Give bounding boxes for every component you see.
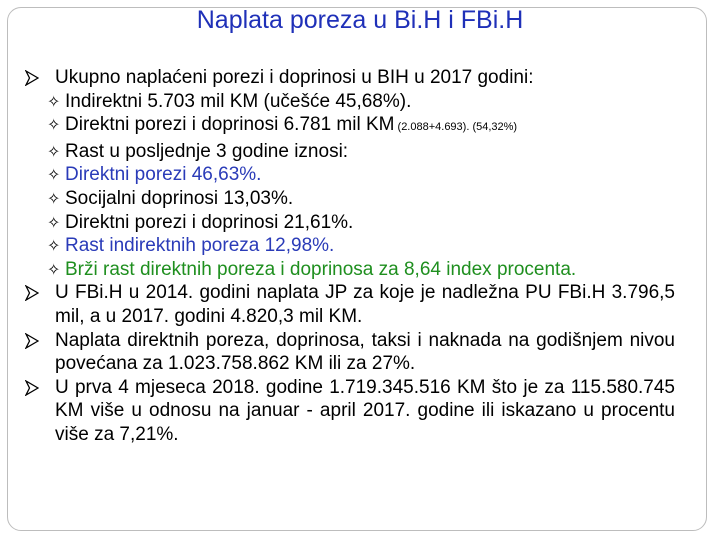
sub-bullet-text: Indirektni 5.703 mil KM (učešće 45,68%). — [65, 90, 412, 112]
four-point-star-icon: ✧ — [47, 190, 61, 208]
bullet-item: U prva 4 mjeseca 2018. godine 1.719.345.… — [25, 376, 675, 447]
sub-bullet-text: Rast u posljednje 3 godine iznosi: — [65, 140, 349, 162]
sub-bullet-text: Rast indirektnih poreza 12,98%. — [65, 235, 335, 257]
bullet-item: Ukupno naplaćeni porezi i doprinosi u BI… — [25, 66, 675, 90]
bullet-item: U FBi.H u 2014. godini naplata JP za koj… — [25, 281, 675, 328]
sub-bullet-item: ✧ Indirektni 5.703 mil KM (učešće 45,68%)… — [25, 90, 675, 114]
bullet-text: U FBi.H u 2014. godini naplata JP za koj… — [55, 282, 675, 327]
bullet-text: Naplata direktnih poreza, doprinosa, tak… — [55, 329, 675, 375]
slide-frame — [7, 7, 707, 531]
four-point-star-icon: ✧ — [47, 167, 61, 185]
arrowhead-bullet-icon — [25, 285, 39, 302]
bullet-text: U prva 4 mjeseca 2018. godine 1.719.345.… — [55, 376, 675, 445]
four-point-star-icon: ✧ — [47, 143, 61, 161]
sub-bullet-item: ✧ Direktni porezi i doprinosi 6.781 mil K… — [25, 113, 675, 140]
four-point-star-icon: ✧ — [47, 117, 61, 135]
sub-bullet-item: ✧ Direktni porezi 46,63%. — [25, 163, 675, 187]
bullet-item: Naplata direktnih poreza, doprinosa, tak… — [25, 329, 675, 376]
slide-title: Naplata poreza u Bi.H i FBi.H — [196, 6, 524, 34]
four-point-star-icon: ✧ — [47, 261, 61, 279]
sub-bullet-text: Direktni porezi i doprinosi 21,61%. — [65, 211, 354, 233]
sub-bullet-item: ✧ Rast indirektnih poreza 12,98%. — [25, 234, 675, 258]
arrowhead-bullet-icon — [25, 332, 39, 349]
four-point-star-icon: ✧ — [47, 214, 61, 232]
sub-bullet-item: ✧ Brži rast direktnih poreza i doprinosa … — [25, 258, 675, 282]
arrowhead-bullet-icon — [25, 379, 39, 396]
bullet-text: Ukupno naplaćeni porezi i doprinosi u BI… — [55, 67, 534, 88]
four-point-star-icon: ✧ — [47, 238, 61, 256]
sub-bullet-note: (2.088+4.693). (54,32%) — [394, 121, 518, 134]
sub-bullet-item: ✧ Direktni porezi i doprinosi 21,61%. — [25, 211, 675, 235]
four-point-star-icon: ✧ — [47, 93, 61, 111]
sub-bullet-text: Direktni porezi i doprinosi 6.781 mil KM — [65, 114, 395, 136]
sub-bullet-item: ✧ Rast u posljednje 3 godine iznosi: — [25, 140, 675, 164]
sub-bullet-text: Direktni porezi 46,63%. — [65, 164, 262, 186]
bullet-list: Ukupno naplaćeni porezi i doprinosi u BI… — [25, 66, 675, 447]
arrowhead-bullet-icon — [25, 70, 39, 86]
sub-bullet-text: Socijalni doprinosi 13,03%. — [65, 187, 294, 209]
sub-bullet-text: Brži rast direktnih poreza i doprinosa z… — [65, 258, 577, 280]
sub-bullet-item: ✧ Socijalni doprinosi 13,03%. — [25, 187, 675, 211]
